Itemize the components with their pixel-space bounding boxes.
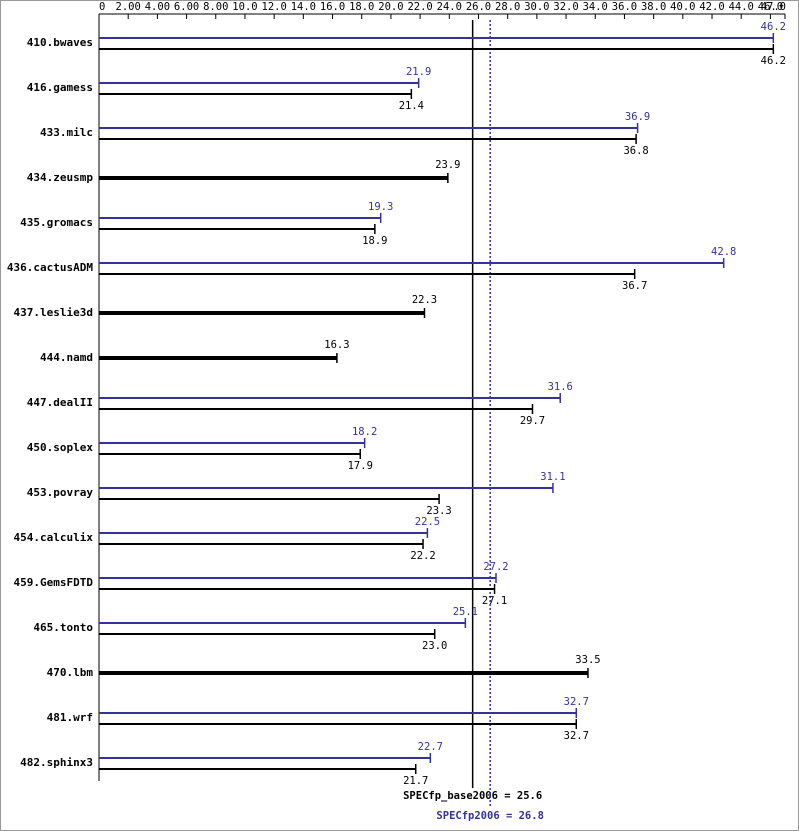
value-label: 23.0 [422,640,447,652]
value-label: 32.7 [564,730,589,742]
reference-label: SPECfp2006 = 26.8 [436,810,543,822]
x-tick-label: 30.0 [524,1,549,13]
category-label: 434.zeusmp [27,171,94,184]
value-label: 36.9 [625,111,650,123]
category-label: 459.GemsFDTD [14,576,94,589]
x-tick-label: 10.0 [232,1,257,13]
value-label: 36.8 [623,145,648,157]
x-tick-label: 2.00 [116,1,141,13]
x-tick-label: 36.0 [612,1,637,13]
value-label: 22.7 [418,741,443,753]
x-tick-label: 26.0 [466,1,491,13]
value-label: 33.5 [575,654,600,666]
category-label: 436.cactusADM [7,261,93,274]
value-label: 31.6 [548,381,573,393]
value-label: 23.9 [435,159,460,171]
value-label: 29.7 [520,415,545,427]
category-label: 454.calculix [14,531,94,544]
category-label: 465.tonto [33,621,93,634]
category-label: 481.wrf [47,711,93,724]
x-tick-label: 22.0 [407,1,432,13]
value-label: 22.5 [415,516,440,528]
value-label: 22.2 [410,550,435,562]
value-label: 32.7 [564,696,589,708]
category-label: 482.sphinx3 [20,756,93,769]
value-label: 21.4 [399,100,424,112]
category-label: 447.dealII [27,396,93,409]
value-label: 25.1 [453,606,478,618]
value-label: 16.3 [324,339,349,351]
x-tick-label: 16.0 [320,1,345,13]
value-label: 23.3 [426,505,451,517]
reference-label: SPECfp_base2006 = 25.6 [403,790,542,802]
x-tick-label: 18.0 [349,1,374,13]
value-label: 18.9 [362,235,387,247]
value-label: 31.1 [540,471,565,483]
category-label: 437.leslie3d [14,306,93,319]
category-label: 444.namd [40,351,93,364]
x-tick-label: 12.0 [262,1,287,13]
x-tick-label: 38.0 [641,1,666,13]
value-label: 17.9 [348,460,373,472]
category-label: 453.povray [27,486,94,499]
x-tick-label: 4.00 [145,1,170,13]
x-tick-label: 14.0 [291,1,316,13]
category-label: 450.soplex [27,441,94,454]
value-label: 21.9 [406,66,431,78]
value-label: 27.1 [482,595,507,607]
x-tick-label: 28.0 [495,1,520,13]
x-tick-label: 40.0 [670,1,695,13]
value-label: 19.3 [368,201,393,213]
x-tick-label: 8.00 [203,1,228,13]
x-tick-label: 24.0 [437,1,462,13]
x-tick-label: 20.0 [378,1,403,13]
x-tick-label: 44.0 [729,1,754,13]
x-tick-label: 42.0 [699,1,724,13]
value-label: 27.2 [483,561,508,573]
x-tick-label: 0 [99,1,105,13]
category-label: 410.bwaves [27,36,93,49]
x-tick-label: 32.0 [553,1,578,13]
value-label: 22.3 [412,294,437,306]
value-label: 21.7 [403,775,428,787]
category-label: 470.lbm [47,666,94,679]
category-label: 416.gamess [27,81,93,94]
category-label: 433.milc [40,126,93,139]
x-tick-label: 6.00 [174,1,199,13]
value-label: 42.8 [711,246,736,258]
category-label: 435.gromacs [20,216,93,229]
value-label: 46.2 [761,55,786,67]
value-label: 46.2 [761,21,786,33]
x-tick-label: 34.0 [583,1,608,13]
x-tick-label: 47.0 [761,1,786,13]
value-label: 36.7 [622,280,647,292]
value-label: 18.2 [352,426,377,438]
x-tick-label: 46.0 [758,1,783,13]
